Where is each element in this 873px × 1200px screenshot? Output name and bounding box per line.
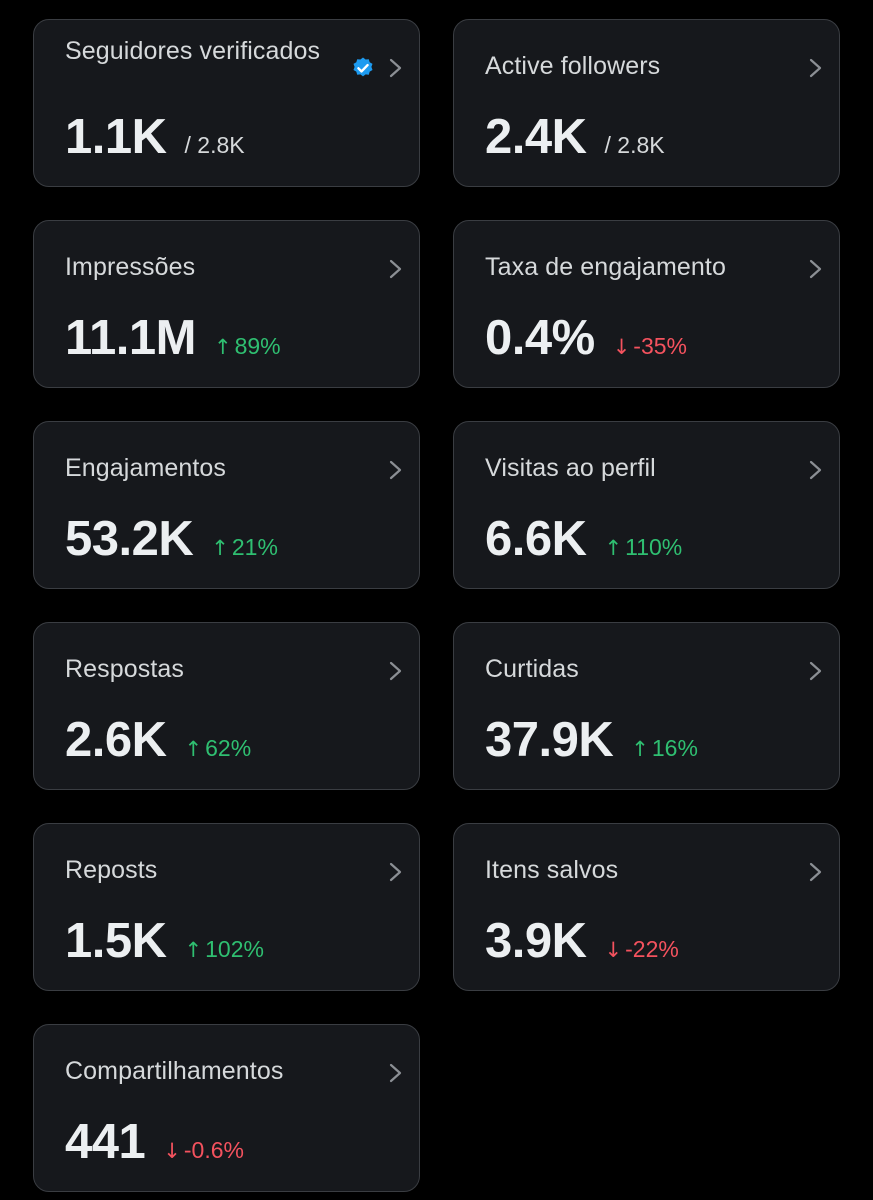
change-value: 110% <box>625 534 683 560</box>
chevron-right-icon <box>809 460 822 480</box>
card-value-row: 1.1K / 2.8K <box>65 112 245 162</box>
card-change: ↓ -22% <box>605 936 679 963</box>
card-value-row: 11.1M ↑ 89% <box>65 313 281 363</box>
card-value: 11.1M <box>65 311 196 365</box>
card-value: 0.4% <box>485 311 595 365</box>
card-value-row: 3.9K ↓ -22% <box>485 916 679 966</box>
chevron-right-icon <box>809 58 822 78</box>
card-change: ↑ 62% <box>185 735 252 762</box>
card-title: Itens salvos <box>485 856 619 884</box>
card-value: 1.1K <box>65 110 167 164</box>
chevron-right-icon <box>389 58 402 78</box>
card-profile-visits[interactable]: Visitas ao perfil 6.6K ↑ 110% <box>453 421 840 589</box>
chevron-right-icon <box>389 862 402 882</box>
change-value: 102% <box>205 936 264 962</box>
card-value: 1.5K <box>65 914 167 968</box>
arrow-up-icon: ↑ <box>184 938 203 962</box>
card-active-followers[interactable]: Active followers 2.4K / 2.8K <box>453 19 840 187</box>
change-value: 62% <box>205 735 252 761</box>
card-saved-items[interactable]: Itens salvos 3.9K ↓ -22% <box>453 823 840 991</box>
card-engagements[interactable]: Engajamentos 53.2K ↑ 21% <box>33 421 420 589</box>
chevron-right-icon <box>809 259 822 279</box>
card-value: 2.4K <box>485 110 587 164</box>
card-title: Curtidas <box>485 655 579 683</box>
card-title: Respostas <box>65 655 185 683</box>
card-change: ↓ -35% <box>613 333 687 360</box>
chevron-right-icon <box>809 661 822 681</box>
change-value: -35% <box>633 333 687 359</box>
card-change: ↑ 16% <box>631 735 698 762</box>
change-value: 21% <box>231 534 278 560</box>
chevron-right-icon <box>389 661 402 681</box>
card-value: 53.2K <box>65 512 194 566</box>
card-value-row: 6.6K ↑ 110% <box>485 514 682 564</box>
card-value-row: 2.6K ↑ 62% <box>65 715 251 765</box>
card-value-row: 441 ↓ -0.6% <box>65 1117 244 1167</box>
chevron-right-icon <box>389 460 402 480</box>
card-value-row: 2.4K / 2.8K <box>485 112 665 162</box>
arrow-up-icon: ↑ <box>631 737 649 761</box>
card-value-row: 53.2K ↑ 21% <box>65 514 278 564</box>
change-value: 89% <box>234 333 281 359</box>
card-value: 3.9K <box>485 914 587 968</box>
card-title: Reposts <box>65 856 158 884</box>
card-value: 441 <box>65 1115 146 1169</box>
arrow-up-icon: ↑ <box>213 335 232 359</box>
card-title: Impressões <box>65 253 196 281</box>
card-engagement-rate[interactable]: Taxa de engajamento 0.4% ↓ -35% <box>453 220 840 388</box>
arrow-up-icon: ↑ <box>184 737 203 761</box>
card-value-row: 0.4% ↓ -35% <box>485 313 687 363</box>
change-value: 16% <box>651 735 698 761</box>
card-title: Compartilhamentos <box>65 1057 284 1085</box>
card-change: ↑ 102% <box>185 936 264 963</box>
card-change: ↓ -0.6% <box>163 1137 244 1164</box>
card-replies[interactable]: Respostas 2.6K ↑ 62% <box>33 622 420 790</box>
arrow-up-icon: ↑ <box>604 536 623 560</box>
card-shares[interactable]: Compartilhamentos 441 ↓ -0.6% <box>33 1024 420 1192</box>
card-title: Seguidores verificados <box>65 37 321 65</box>
card-change: ↑ 110% <box>605 534 683 561</box>
arrow-down-icon: ↓ <box>604 938 623 962</box>
metrics-grid: Seguidores verificados 1.1K / 2.8K Activ… <box>33 19 840 1192</box>
card-title: Engajamentos <box>65 454 227 482</box>
card-impressions[interactable]: Impressões 11.1M ↑ 89% <box>33 220 420 388</box>
chevron-right-icon <box>809 862 822 882</box>
card-value-row: 1.5K ↑ 102% <box>65 916 264 966</box>
card-value: 6.6K <box>485 512 587 566</box>
change-value: -22% <box>625 936 679 962</box>
change-value: -0.6% <box>183 1137 244 1163</box>
verified-badge-icon <box>353 57 373 77</box>
arrow-up-icon: ↑ <box>211 536 229 560</box>
card-title: Active followers <box>485 52 661 80</box>
card-title: Visitas ao perfil <box>485 454 656 482</box>
card-value-row: 37.9K ↑ 16% <box>485 715 698 765</box>
card-value: 37.9K <box>485 713 614 767</box>
card-total: / 2.8K <box>184 132 245 158</box>
card-title: Taxa de engajamento <box>485 253 726 281</box>
card-likes[interactable]: Curtidas 37.9K ↑ 16% <box>453 622 840 790</box>
arrow-down-icon: ↓ <box>163 1139 181 1163</box>
card-total: / 2.8K <box>604 132 665 158</box>
card-change: ↑ 89% <box>214 333 281 360</box>
arrow-down-icon: ↓ <box>612 335 631 359</box>
chevron-right-icon <box>389 259 402 279</box>
card-reposts[interactable]: Reposts 1.5K ↑ 102% <box>33 823 420 991</box>
card-change: ↑ 21% <box>211 534 278 561</box>
chevron-right-icon <box>389 1063 402 1083</box>
card-value: 2.6K <box>65 713 167 767</box>
card-verified-followers[interactable]: Seguidores verificados 1.1K / 2.8K <box>33 19 420 187</box>
